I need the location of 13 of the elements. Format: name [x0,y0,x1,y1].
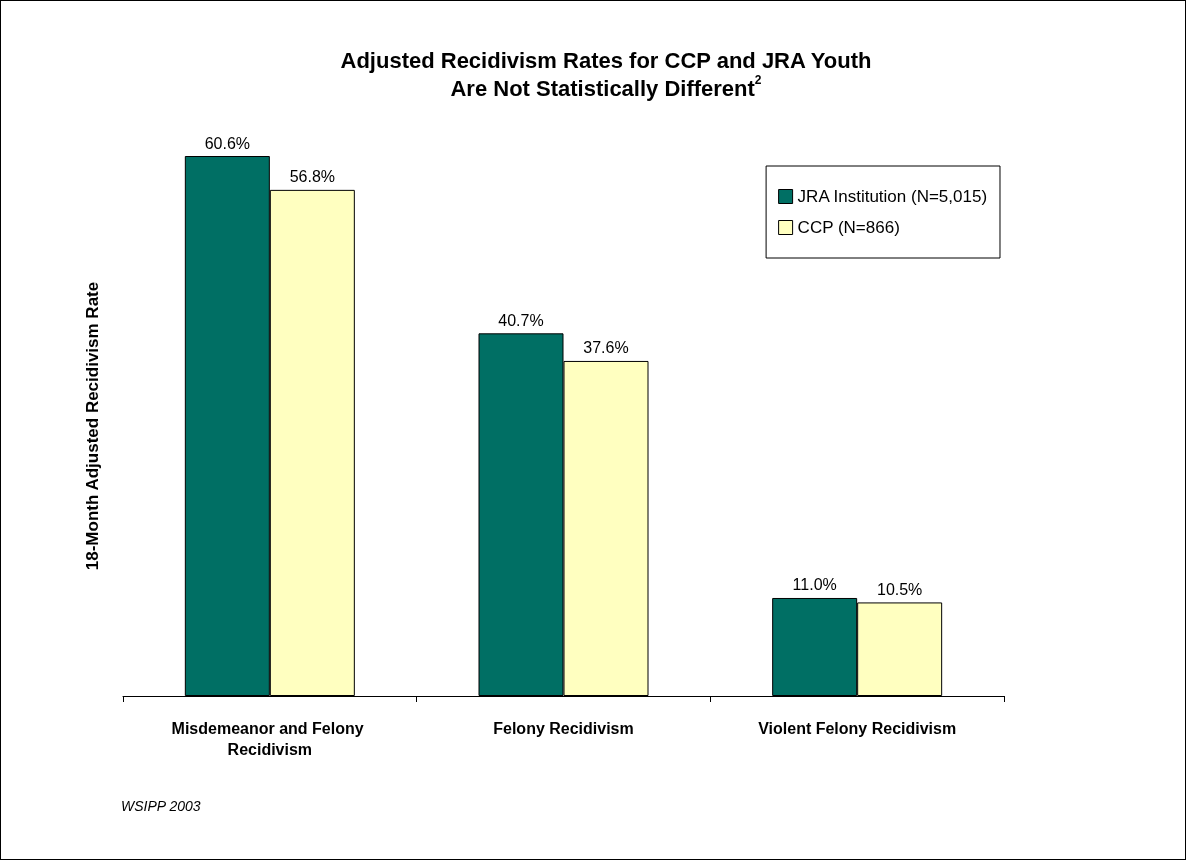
x-tick-label: Felony Recidivism [493,720,634,737]
data-label: 10.5% [876,580,923,598]
data-label: 40.7% [498,311,544,329]
legend-label: CCP (N=866) [797,218,900,237]
legend-label: JRA Institution (N=5,015) [797,187,988,206]
data-label: 11.0% [792,576,837,594]
text: WSIPP 2003 [121,798,201,814]
data-label: 60.6% [204,134,251,152]
data-label: 56.8% [289,168,336,186]
x-tick-label: Violent Felony Recidivism [758,720,957,737]
y-axis-title: 18-Month Adjusted Recidivism Rate [83,281,102,571]
data-label: 37.6% [583,339,629,357]
x-tick-label: Misdemeanor and Felony Recidivism [171,720,369,758]
